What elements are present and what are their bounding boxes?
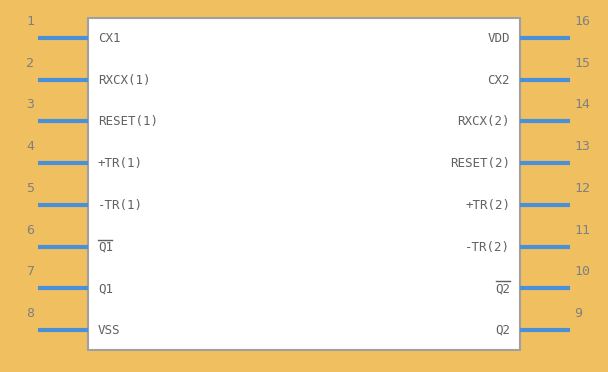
Text: Q1: Q1 [98, 241, 113, 254]
Text: 14: 14 [574, 99, 590, 112]
Text: Q2: Q2 [495, 282, 510, 295]
Text: +TR(1): +TR(1) [98, 157, 143, 170]
Text: 12: 12 [574, 182, 590, 195]
Text: -TR(2): -TR(2) [465, 241, 510, 254]
Text: 4: 4 [26, 140, 34, 153]
Text: 13: 13 [574, 140, 590, 153]
Bar [88, 18, 520, 350]
Text: RESET(1): RESET(1) [98, 115, 158, 128]
Text: 16: 16 [574, 15, 590, 28]
Text: +TR(2): +TR(2) [465, 199, 510, 212]
Text: 1: 1 [26, 15, 34, 28]
Text: VDD: VDD [488, 32, 510, 45]
Text: RESET(2): RESET(2) [450, 157, 510, 170]
Text: RXCX(2): RXCX(2) [457, 115, 510, 128]
Text: VSS: VSS [98, 324, 120, 337]
Text: RXCX(1): RXCX(1) [98, 74, 151, 87]
Text: 6: 6 [26, 224, 34, 237]
Text: 5: 5 [26, 182, 34, 195]
Text: 10: 10 [574, 265, 590, 278]
Text: 11: 11 [574, 224, 590, 237]
Text: CX2: CX2 [488, 74, 510, 87]
Text: Q2: Q2 [495, 324, 510, 337]
Text: 9: 9 [574, 307, 582, 320]
Text: 8: 8 [26, 307, 34, 320]
Text: Q1: Q1 [98, 282, 113, 295]
Text: 3: 3 [26, 99, 34, 112]
Text: CX1: CX1 [98, 32, 120, 45]
Text: 15: 15 [574, 57, 590, 70]
Text: 7: 7 [26, 265, 34, 278]
Text: 2: 2 [26, 57, 34, 70]
Text: -TR(1): -TR(1) [98, 199, 143, 212]
